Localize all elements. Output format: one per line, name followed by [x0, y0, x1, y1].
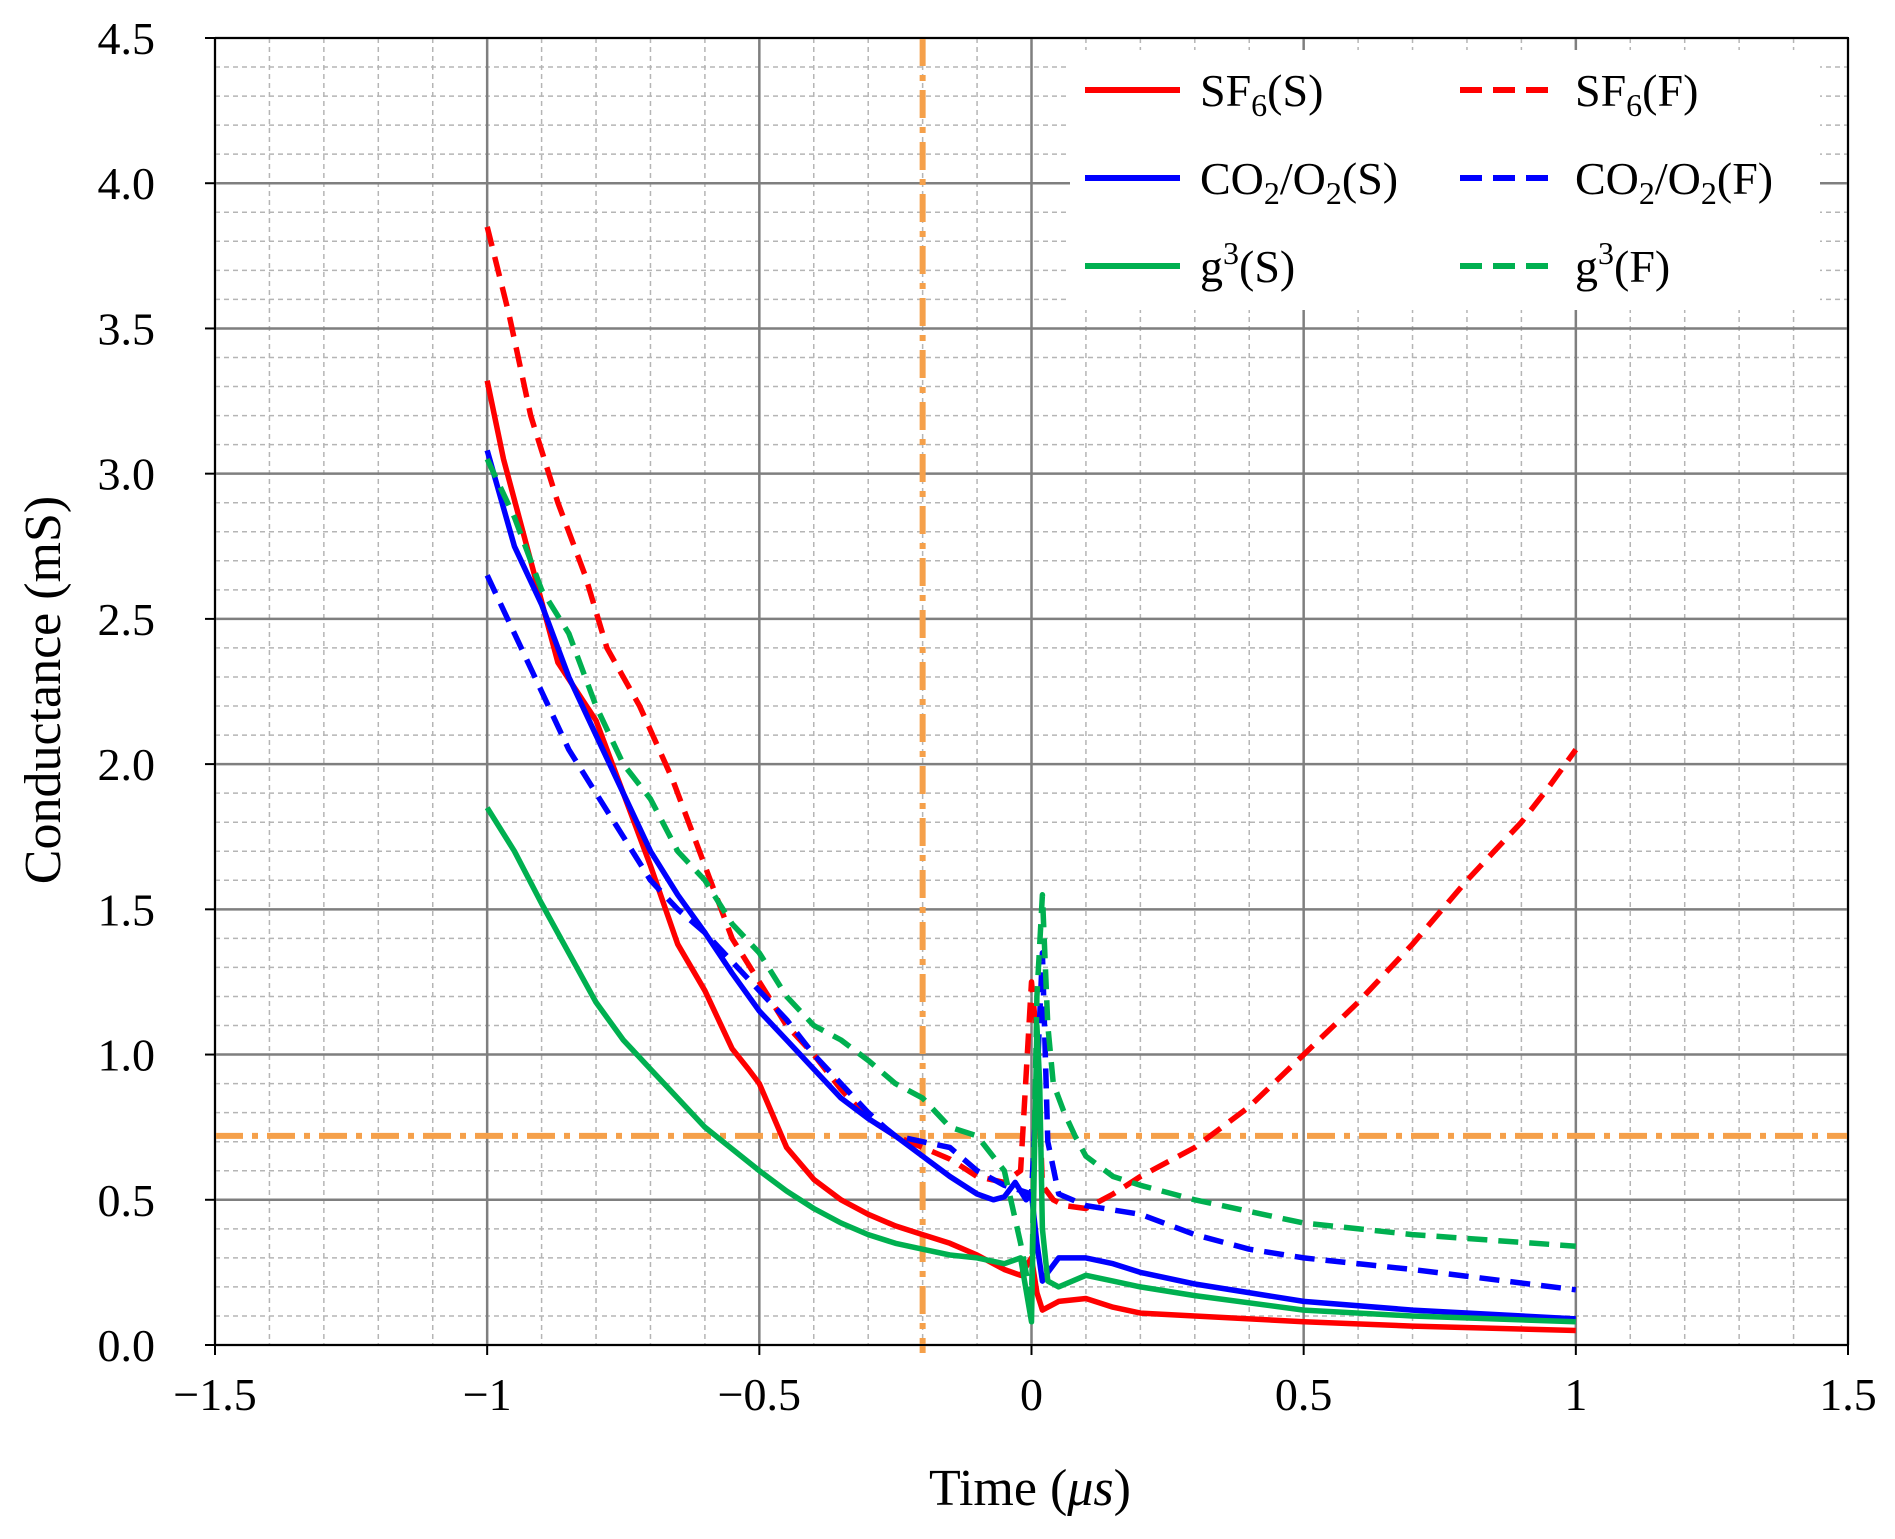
legend-label-superscript: 3 [1598, 235, 1614, 271]
y-tick-label: 4.0 [98, 158, 156, 209]
legend-label-subscript: 2 [1701, 175, 1717, 211]
y-tick-label: 3.0 [98, 449, 156, 500]
x-tick-label: −1.5 [173, 1369, 256, 1420]
x-axis-title-unit: μs [1066, 1460, 1113, 1517]
x-axis-ticks: −1.5 −1 −0.5 0 0.5 1 1.5 [173, 1345, 1877, 1420]
legend-label-tail: (S) [1342, 153, 1398, 204]
legend-label-main: CO [1575, 153, 1639, 204]
legend-label-subscript: 2 [1326, 175, 1342, 211]
legend-label-tail: (F) [1717, 153, 1773, 204]
y-tick-label: 1.0 [98, 1030, 156, 1081]
y-tick-label: 0.5 [98, 1175, 156, 1226]
legend-label-main: g [1575, 241, 1598, 292]
legend-label: SF6(S) [1200, 65, 1323, 123]
y-tick-label: 2.0 [98, 739, 156, 790]
legend-label: g3(F) [1575, 235, 1670, 292]
legend-entry: SF6(F) [1460, 65, 1698, 123]
legend-label-mid: /O [1655, 153, 1701, 204]
series-line-co2-o2-s- [484, 449, 1576, 1322]
series-line-g3-s- [484, 806, 1576, 1325]
x-axis-title-prefix: Time ( [929, 1460, 1067, 1517]
legend-label-subscript: 6 [1626, 87, 1642, 123]
legend-label-main: SF [1575, 65, 1626, 116]
series-line-co2-o2-f- [484, 574, 1577, 1293]
y-axis-ticks: 0.0 0.5 1.0 1.5 2.0 2.5 3.0 3.5 4.0 4.5 [98, 13, 215, 1371]
legend-label-main: CO [1200, 153, 1264, 204]
x-tick-label: 1 [1564, 1369, 1587, 1420]
legend-entry: g3(S) [1085, 235, 1295, 292]
x-tick-label: 0 [1020, 1369, 1043, 1420]
legend-label: CO2/O2(S) [1200, 153, 1398, 211]
legend-label-subscript: 2 [1639, 175, 1655, 211]
legend-label-mid: /O [1280, 153, 1326, 204]
legend-label-superscript: 3 [1223, 235, 1239, 271]
x-tick-label: −1 [463, 1369, 512, 1420]
legend-label-main: g [1200, 241, 1223, 292]
legend-label-main: SF [1200, 65, 1251, 116]
series-line-g3-f- [484, 457, 1576, 1305]
legend-background [1070, 50, 1820, 310]
y-tick-label: 1.5 [98, 884, 156, 935]
legend-entry: g3(F) [1460, 235, 1670, 292]
y-axis-title: Conductance (mS) [15, 496, 72, 884]
legend-label-tail: (S) [1239, 241, 1295, 292]
legend-label-tail: (F) [1614, 241, 1670, 292]
legend-entry: CO2/O2(F) [1460, 153, 1773, 211]
legend-label: SF6(F) [1575, 65, 1698, 123]
series-layer [484, 226, 1579, 1334]
legend-label-subscript: 2 [1264, 175, 1280, 211]
reference-lines [215, 38, 1848, 1353]
x-axis-title-suffix: ) [1114, 1460, 1131, 1517]
legend-entry: CO2/O2(S) [1085, 153, 1398, 211]
legend-label-subscript: 6 [1251, 87, 1267, 123]
y-tick-label: 0.0 [98, 1320, 156, 1371]
legend-label: g3(S) [1200, 235, 1295, 292]
legend-label: CO2/O2(F) [1575, 153, 1773, 211]
x-tick-label: −0.5 [718, 1369, 801, 1420]
x-axis-title: Time (μs) [929, 1460, 1131, 1517]
legend-label-tail: (F) [1642, 65, 1698, 116]
y-tick-label: 2.5 [98, 594, 156, 645]
legend-entry: SF6(S) [1085, 65, 1323, 123]
legend: SF6(S) SF6(F)CO2/O2(S) CO2/O2(F)g3(S) g3(F) [1070, 50, 1820, 310]
x-tick-label: 0.5 [1275, 1369, 1333, 1420]
y-tick-label: 3.5 [98, 303, 156, 354]
x-tick-label: 1.5 [1819, 1369, 1877, 1420]
y-tick-label: 4.5 [98, 13, 156, 64]
legend-label-tail: (S) [1267, 65, 1323, 116]
